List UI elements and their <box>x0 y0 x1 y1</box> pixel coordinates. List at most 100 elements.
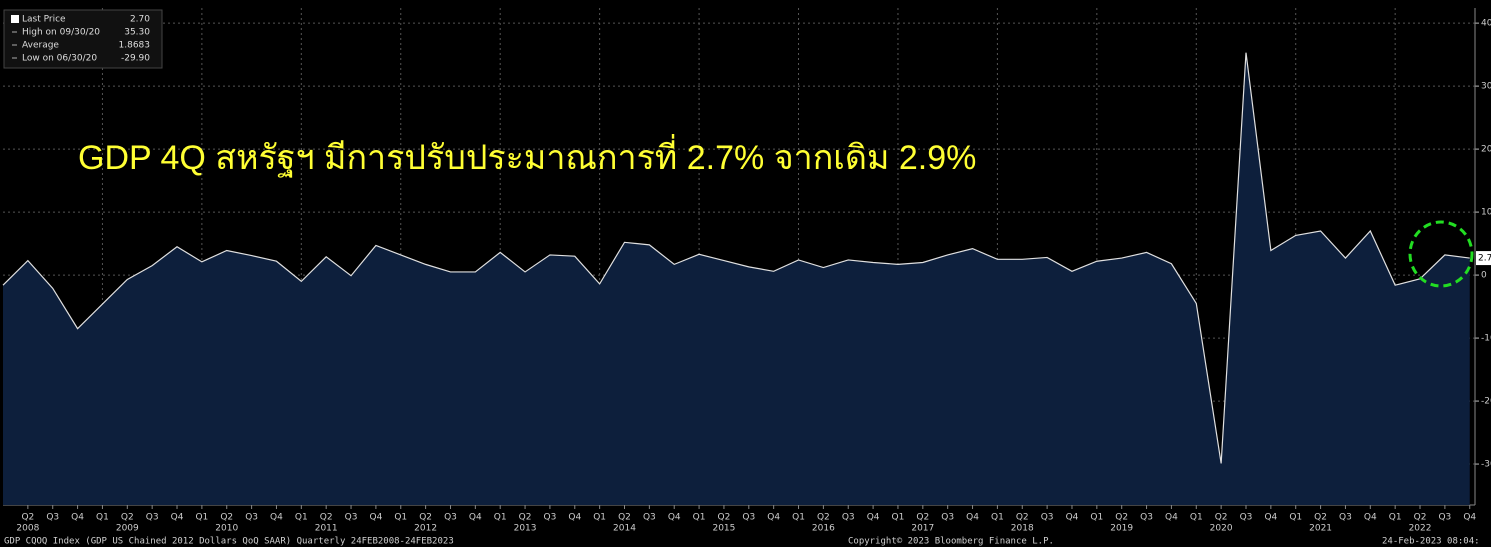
x-tick-label: Q3 <box>1438 513 1451 523</box>
year-label: 2014 <box>613 524 636 534</box>
year-label: 2016 <box>812 524 835 534</box>
x-tick-label: Q1 <box>1289 513 1302 523</box>
year-label: 2010 <box>215 524 238 534</box>
legend-swatch <box>11 15 19 23</box>
x-tick-label: Q3 <box>444 513 457 523</box>
legend-value: -29.90 <box>121 54 150 64</box>
x-tick-label: Q3 <box>742 513 755 523</box>
x-tick-label: Q4 <box>270 513 283 523</box>
last-value-label: 2.7 <box>1478 254 1491 264</box>
y-tick-label: 20 <box>1481 145 1491 155</box>
x-tick-label: Q2 <box>519 513 532 523</box>
footer-left: GDP CQOQ Index (GDP US Chained 2012 Doll… <box>4 537 454 547</box>
year-label: 2017 <box>911 524 934 534</box>
y-tick-label: 10 <box>1481 208 1491 218</box>
year-label: 2009 <box>116 524 139 534</box>
legend-label: Average <box>22 41 59 51</box>
x-tick-label: Q2 <box>1115 513 1128 523</box>
last-value-tag <box>1476 251 1491 266</box>
year-label: 2022 <box>1409 524 1432 534</box>
x-tick-label: Q2 <box>1215 513 1228 523</box>
footer-right: 24-Feb-2023 08:04: <box>1382 537 1480 547</box>
x-tick-label: Q3 <box>842 513 855 523</box>
x-tick-label: Q4 <box>71 513 84 523</box>
x-tick-label: Q4 <box>767 513 780 523</box>
x-tick-label: Q1 <box>295 513 308 523</box>
x-tick-label: Q2 <box>1016 513 1029 523</box>
x-tick-label: Q1 <box>892 513 905 523</box>
x-tick-label: Q4 <box>1463 513 1476 523</box>
x-tick-label: Q2 <box>817 513 830 523</box>
x-tick-label: Q3 <box>1339 513 1352 523</box>
year-label: 2013 <box>514 524 537 534</box>
year-label: 2011 <box>315 524 338 534</box>
x-tick-label: Q2 <box>1414 513 1427 523</box>
year-label: 2021 <box>1309 524 1332 534</box>
x-tick-label: Q3 <box>46 513 59 523</box>
x-tick-label: Q2 <box>220 513 233 523</box>
footer-center: Copyright© 2023 Bloomberg Finance L.P. <box>848 537 1054 547</box>
x-tick-label: Q1 <box>1090 513 1103 523</box>
x-tick-label: Q2 <box>419 513 432 523</box>
y-tick-label: -10 <box>1481 334 1491 344</box>
x-tick-label: Q3 <box>146 513 159 523</box>
legend-value: 2.70 <box>130 15 150 25</box>
x-tick-label: Q2 <box>121 513 134 523</box>
x-tick-label: Q3 <box>245 513 258 523</box>
annotation: GDP 4Q สหรัฐฯ มีการปรับประมาณการที่ 2.7%… <box>78 134 976 178</box>
legend-box <box>3 9 163 69</box>
year-label: 2008 <box>16 524 39 534</box>
x-tick-label: Q3 <box>941 513 954 523</box>
x-tick-label: Q4 <box>1165 513 1178 523</box>
legend-value: 35.30 <box>124 28 150 38</box>
highlight-circle <box>1408 220 1474 288</box>
x-tick-label: Q4 <box>469 513 482 523</box>
x-tick-label: Q4 <box>568 513 581 523</box>
legend-label: High on 09/30/20 <box>22 28 100 38</box>
year-label: 2015 <box>712 524 735 534</box>
x-tick-label: Q3 <box>1140 513 1153 523</box>
x-tick-label: Q4 <box>1264 513 1277 523</box>
y-tick-label: 0 <box>1481 271 1487 281</box>
x-tick-label: Q1 <box>1389 513 1402 523</box>
x-tick-label: Q2 <box>1314 513 1327 523</box>
x-tick-label: Q3 <box>1240 513 1253 523</box>
x-tick-label: Q3 <box>544 513 557 523</box>
x-tick-label: Q1 <box>991 513 1004 523</box>
x-tick-label: Q1 <box>494 513 507 523</box>
x-tick-label: Q3 <box>1041 513 1054 523</box>
x-tick-label: Q2 <box>618 513 631 523</box>
legend-label: Low on 06/30/20 <box>22 54 97 64</box>
legend-label: Last Price <box>22 15 66 25</box>
x-tick-label: Q4 <box>668 513 681 523</box>
x-tick-label: Q2 <box>916 513 929 523</box>
x-tick-label: Q1 <box>593 513 606 523</box>
line <box>2 52 1470 464</box>
x-tick-label: Q1 <box>96 513 109 523</box>
y-tick-label: 30 <box>1481 82 1491 92</box>
x-tick-label: Q2 <box>718 513 731 523</box>
x-tick-label: Q3 <box>643 513 656 523</box>
x-tick-label: Q4 <box>369 513 382 523</box>
legend: Last Price 2.70 High on 09/30/20 35.30 Avera… <box>3 9 163 69</box>
year-label: 2020 <box>1210 524 1233 534</box>
x-tick-label: Q4 <box>867 513 880 523</box>
x-tick-label: Q2 <box>320 513 333 523</box>
x-tick-label: Q4 <box>1364 513 1377 523</box>
year-label: 2018 <box>1011 524 1034 534</box>
x-tick-label: Q1 <box>693 513 706 523</box>
x-tick-label: Q4 <box>1066 513 1079 523</box>
x-tick-label: Q4 <box>966 513 979 523</box>
area <box>3 52 1470 506</box>
year-label: 2012 <box>414 524 437 534</box>
y-tick-label: -30 <box>1481 460 1491 470</box>
x-tick-label: Q1 <box>394 513 407 523</box>
x-tick-label: Q4 <box>171 513 184 523</box>
y-tick-label: 40 <box>1481 19 1491 29</box>
x-tick-label: Q1 <box>195 513 208 523</box>
x-tick-label: Q2 <box>21 513 34 523</box>
plot: 403020100-10-20-302.7Q2Q3Q4Q1Q2Q3Q4Q1Q2Q… <box>2 8 1491 534</box>
x-tick-label: Q1 <box>792 513 805 523</box>
x-tick-label: Q3 <box>345 513 358 523</box>
